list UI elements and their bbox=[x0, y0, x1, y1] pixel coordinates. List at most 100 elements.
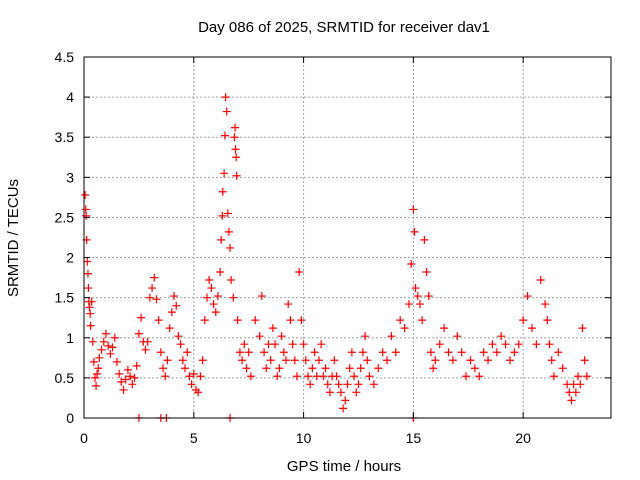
data-point bbox=[435, 340, 444, 349]
data-point bbox=[273, 372, 282, 381]
data-point bbox=[89, 357, 98, 366]
x-axis-tick-labels: 0 5 10 15 20 bbox=[80, 430, 531, 446]
y-tick-label: 3 bbox=[66, 169, 74, 185]
y-tick-label: 0 bbox=[66, 410, 74, 426]
data-point bbox=[527, 324, 536, 333]
y-tick-label: 1.5 bbox=[55, 290, 75, 306]
data-point bbox=[232, 153, 241, 162]
data-point bbox=[523, 292, 532, 301]
data-point bbox=[251, 316, 260, 325]
data-point bbox=[558, 364, 567, 373]
data-point bbox=[220, 131, 229, 140]
data-point bbox=[571, 388, 580, 397]
data-point bbox=[165, 324, 174, 333]
data-point bbox=[415, 300, 424, 309]
data-point bbox=[205, 276, 214, 285]
data-point bbox=[295, 267, 304, 276]
data-point bbox=[211, 308, 220, 317]
data-point bbox=[330, 356, 339, 365]
data-point bbox=[365, 372, 374, 381]
data-point bbox=[218, 187, 227, 196]
data-point bbox=[183, 348, 192, 357]
y-axis-label: SRMTID / TECUs bbox=[5, 179, 22, 297]
data-point bbox=[426, 348, 435, 357]
data-point bbox=[172, 301, 181, 310]
data-point bbox=[541, 300, 550, 309]
data-point bbox=[391, 348, 400, 357]
data-point bbox=[83, 269, 92, 278]
data-point bbox=[202, 293, 211, 302]
data-point bbox=[411, 284, 420, 293]
data-point bbox=[110, 333, 119, 342]
data-point bbox=[240, 340, 249, 349]
data-point bbox=[178, 356, 187, 365]
data-point bbox=[334, 380, 343, 389]
data-point bbox=[163, 356, 172, 365]
grid-lines bbox=[84, 57, 611, 418]
data-point bbox=[341, 396, 350, 405]
data-point bbox=[156, 348, 165, 357]
data-point bbox=[303, 372, 312, 381]
data-point bbox=[115, 369, 124, 378]
data-point bbox=[363, 356, 372, 365]
data-point bbox=[277, 332, 286, 341]
y-tick-label: 2.5 bbox=[55, 209, 75, 225]
data-point bbox=[213, 292, 222, 301]
y-tick-label: 0.5 bbox=[55, 370, 75, 386]
data-point bbox=[536, 276, 545, 285]
data-point bbox=[231, 123, 240, 132]
data-point bbox=[161, 372, 170, 381]
data-point bbox=[514, 340, 523, 349]
data-point bbox=[87, 297, 96, 306]
data-point bbox=[339, 404, 348, 413]
data-point bbox=[532, 340, 541, 349]
data-point bbox=[448, 356, 457, 365]
data-point bbox=[90, 373, 99, 382]
data-point bbox=[356, 364, 365, 373]
data-point bbox=[196, 372, 205, 381]
data-point bbox=[347, 348, 356, 357]
data-point bbox=[230, 133, 239, 142]
x-tick-label: 0 bbox=[80, 430, 88, 446]
x-tick-label: 5 bbox=[190, 430, 198, 446]
data-points bbox=[81, 93, 591, 422]
data-point bbox=[440, 324, 449, 333]
data-point bbox=[387, 332, 396, 341]
data-point bbox=[244, 348, 253, 357]
data-point bbox=[549, 372, 558, 381]
data-point bbox=[275, 364, 284, 373]
data-point bbox=[170, 292, 179, 301]
data-point bbox=[119, 385, 128, 394]
data-point bbox=[444, 348, 453, 357]
data-point bbox=[86, 321, 95, 330]
data-point bbox=[148, 284, 157, 293]
data-point bbox=[404, 300, 413, 309]
data-point bbox=[126, 372, 135, 381]
data-point bbox=[358, 348, 367, 357]
data-point bbox=[222, 107, 231, 116]
data-point bbox=[218, 211, 227, 220]
data-point bbox=[257, 292, 266, 301]
data-point bbox=[106, 349, 115, 358]
data-point bbox=[501, 340, 510, 349]
data-point bbox=[505, 356, 514, 365]
data-point bbox=[332, 372, 341, 381]
data-point bbox=[223, 209, 232, 218]
data-point bbox=[429, 364, 438, 373]
data-point bbox=[121, 375, 130, 384]
data-point bbox=[229, 293, 238, 302]
data-point bbox=[343, 380, 352, 389]
data-point bbox=[374, 364, 383, 373]
data-point bbox=[396, 316, 405, 325]
data-point bbox=[497, 332, 506, 341]
data-point bbox=[383, 356, 392, 365]
data-point bbox=[246, 372, 255, 381]
data-point bbox=[112, 357, 121, 366]
data-point bbox=[117, 377, 126, 386]
plot-frame bbox=[83, 56, 612, 419]
data-point bbox=[286, 316, 295, 325]
data-point bbox=[134, 329, 143, 338]
data-point bbox=[350, 372, 359, 381]
data-point bbox=[268, 324, 277, 333]
data-point bbox=[262, 364, 271, 373]
